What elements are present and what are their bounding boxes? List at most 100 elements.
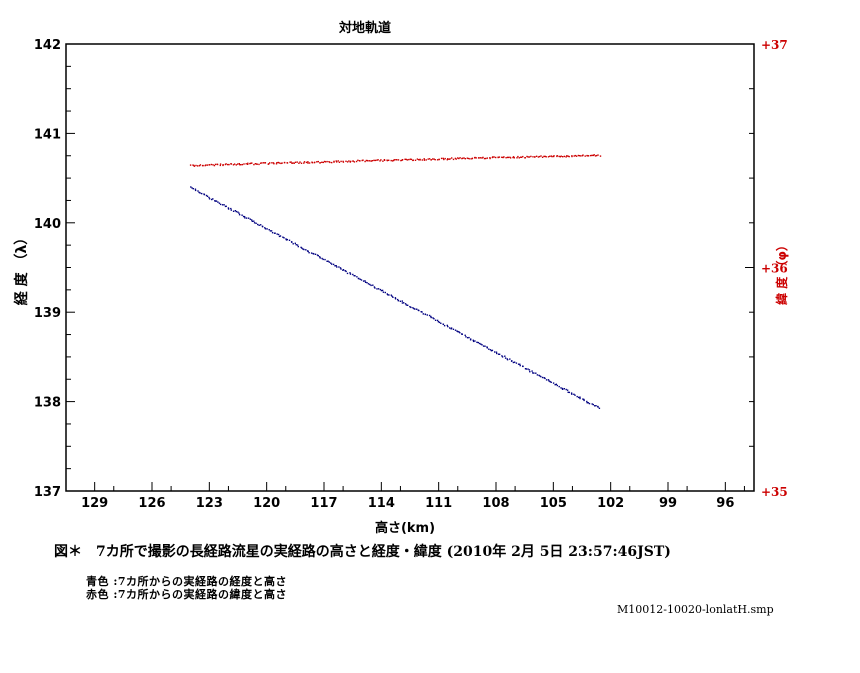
data-point [256, 163, 258, 165]
data-point [465, 336, 467, 338]
data-point [539, 375, 541, 377]
data-point [526, 155, 528, 158]
data-point [227, 208, 230, 210]
data-point [561, 388, 564, 390]
data-point [370, 160, 372, 162]
data-point [254, 163, 257, 165]
data-point [349, 272, 351, 274]
data-point [227, 163, 229, 166]
data-point [537, 156, 540, 158]
data-point [258, 163, 260, 166]
data-point [519, 364, 521, 367]
data-point [455, 158, 457, 160]
data-point [478, 157, 480, 159]
data-point [238, 214, 241, 216]
data-point [202, 164, 204, 167]
data-point [365, 159, 368, 162]
data-point [549, 380, 551, 383]
data-point [464, 334, 466, 336]
data-point [449, 327, 451, 329]
data-point [414, 308, 416, 310]
data-point [245, 217, 248, 219]
y-axis-label: 経 度 （λ） [13, 231, 30, 306]
data-point [599, 155, 602, 157]
x-tick-label: 111 [425, 496, 452, 511]
data-point [230, 209, 232, 211]
data-point [249, 162, 251, 165]
data-point [364, 281, 367, 283]
data-point [488, 348, 490, 350]
data-point [535, 372, 537, 374]
data-point [527, 156, 529, 158]
data-point [276, 162, 278, 164]
data-point [584, 155, 586, 157]
data-point [582, 154, 584, 156]
data-point [319, 257, 321, 259]
data-point [191, 187, 193, 189]
data-point [278, 235, 281, 238]
data-point [418, 309, 420, 312]
data-point [582, 398, 584, 400]
data-point [404, 158, 406, 160]
data-point [283, 161, 286, 164]
data-point [522, 365, 524, 368]
data-point [536, 374, 539, 376]
data-point [442, 157, 444, 160]
data-point [235, 210, 238, 213]
data-point [193, 165, 196, 167]
data-point [496, 352, 498, 355]
data-point [578, 396, 580, 399]
data-point [588, 402, 591, 405]
data-point [580, 155, 582, 157]
data-point [563, 155, 566, 158]
data-point [379, 288, 382, 291]
data-point [257, 223, 259, 226]
data-point [598, 407, 601, 409]
data-point [269, 230, 272, 232]
data-point [404, 303, 407, 305]
data-point [595, 405, 597, 407]
data-point [249, 218, 251, 220]
data-point [574, 394, 576, 396]
data-point [338, 266, 340, 268]
data-point [300, 162, 303, 164]
data-point [223, 204, 225, 206]
data-point [286, 162, 289, 164]
data-point [447, 325, 449, 328]
data-point [322, 161, 324, 164]
data-point [268, 229, 270, 231]
data-point [578, 155, 581, 157]
data-point [471, 157, 474, 159]
data-point [430, 315, 432, 318]
y-tick-label: 142 [34, 38, 61, 53]
data-point [273, 163, 275, 165]
data-point [314, 253, 317, 255]
data-point [225, 205, 227, 207]
data-point [362, 159, 364, 161]
data-point [524, 157, 526, 159]
x-tick-label: 96 [716, 496, 734, 511]
data-point [573, 155, 575, 157]
data-point [373, 286, 376, 288]
data-point [340, 160, 342, 163]
x-axis-label: 高さ(km) [374, 521, 436, 536]
data-point [534, 156, 536, 158]
data-point [547, 379, 550, 381]
chart-title: 対地軌道 [338, 21, 391, 36]
data-point [296, 244, 299, 246]
data-point [195, 164, 197, 167]
data-point [271, 162, 273, 164]
y-tick-label: 140 [34, 217, 61, 232]
data-point [501, 156, 503, 158]
data-point [376, 288, 378, 290]
data-point [517, 155, 519, 158]
data-point [189, 164, 192, 166]
data-point [405, 158, 407, 161]
data-point [541, 376, 544, 379]
data-point [418, 159, 420, 161]
data-point [303, 162, 305, 164]
data-point [344, 270, 346, 272]
data-point [235, 164, 237, 166]
data-point [228, 163, 230, 166]
data-point [336, 266, 338, 268]
